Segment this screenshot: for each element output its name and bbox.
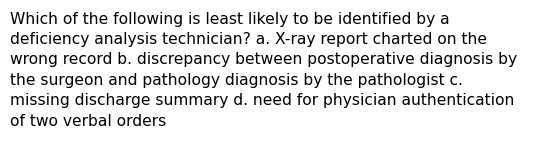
Text: Which of the following is least likely to be identified by a
deficiency analysis: Which of the following is least likely t…: [10, 12, 517, 129]
